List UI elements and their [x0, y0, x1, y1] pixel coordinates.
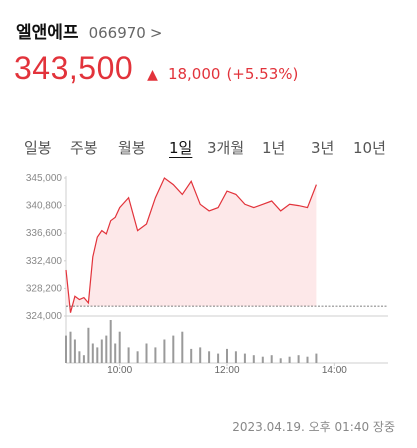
volume-bar: [181, 331, 184, 363]
up-arrow-icon: ▲: [147, 67, 158, 83]
x-tick-label: 14:00: [322, 365, 347, 376]
price-row: 343,500 ▲ 18,000 (+5.53%): [14, 50, 298, 87]
price-change: 18,000: [167, 65, 221, 83]
volume-bar: [279, 358, 282, 363]
tab-3year[interactable]: 3년: [311, 139, 335, 157]
volume-bar: [105, 335, 108, 363]
stock-name[interactable]: 엘앤에프: [16, 23, 79, 43]
volume-bar: [87, 327, 90, 363]
tab-weekly[interactable]: 주봉: [70, 139, 98, 157]
volume-bar: [243, 353, 246, 363]
volume-bar: [145, 343, 148, 363]
volume-bar: [252, 355, 255, 363]
tab-1year[interactable]: 1년: [262, 139, 286, 157]
volume-bar: [297, 355, 300, 363]
y-tick-label: 324,000: [26, 311, 63, 322]
tab-1day[interactable]: 1일: [169, 139, 193, 157]
volume-bar: [261, 356, 264, 363]
y-tick-label: 332,400: [26, 256, 63, 267]
current-price: 343,500: [14, 50, 134, 86]
stock-code: 066970: [88, 24, 146, 42]
volume-bar: [73, 339, 76, 363]
volume-bar: [154, 347, 157, 363]
timestamp: 2023.04.19. 오후 01:40 장중: [232, 420, 395, 434]
volume-bar: [288, 356, 291, 363]
volume-bar: [127, 347, 130, 363]
volume-bar: [109, 320, 112, 363]
y-tick-label: 336,600: [26, 228, 63, 239]
y-tick-label: 340,800: [26, 201, 63, 212]
tab-daily[interactable]: 일봉: [24, 139, 52, 157]
period-tabs: 일봉 주봉 월봉 1일 3개월 1년 3년 10년: [0, 137, 417, 161]
volume-bar: [199, 347, 202, 363]
volume-bar: [69, 331, 72, 363]
volume-bar: [163, 339, 166, 363]
tab-monthly[interactable]: 월봉: [118, 139, 146, 157]
volume-bar: [190, 348, 193, 363]
volume-bar: [118, 331, 121, 363]
volume-bar: [270, 355, 273, 363]
x-tick-label: 10:00: [107, 365, 132, 376]
volume-bar: [78, 351, 81, 363]
chevron-right-icon[interactable]: >: [149, 24, 163, 42]
volume-bar: [234, 351, 237, 363]
x-tick-label: 12:00: [214, 365, 239, 376]
tab-3month[interactable]: 3개월: [207, 139, 245, 157]
volume-bar: [82, 355, 85, 363]
price-line: [65, 177, 317, 313]
volume-bar: [315, 353, 318, 363]
intraday-chart[interactable]: 345,000 340,800 336,600 332,400 328,200 324,0…: [0, 168, 417, 383]
volume-bar: [172, 335, 175, 363]
price-change-percent: (+5.53%): [226, 65, 299, 83]
y-tick-label: 345,000: [26, 173, 63, 184]
volume-bar: [208, 351, 211, 363]
volume-bar: [91, 343, 94, 363]
price-area: [66, 178, 317, 313]
stock-header[interactable]: 엘앤에프 066970 >: [16, 18, 162, 43]
volume-bar: [136, 351, 139, 363]
volume-bar: [226, 348, 228, 363]
volume-bar: [100, 339, 103, 363]
volume-bar: [306, 356, 309, 363]
volume-bar: [65, 335, 67, 363]
volume-bar: [217, 353, 220, 363]
tab-10year[interactable]: 10년: [353, 139, 386, 157]
volume-bar: [114, 343, 117, 363]
y-tick-label: 328,200: [26, 283, 63, 294]
volume-bar: [96, 347, 99, 363]
